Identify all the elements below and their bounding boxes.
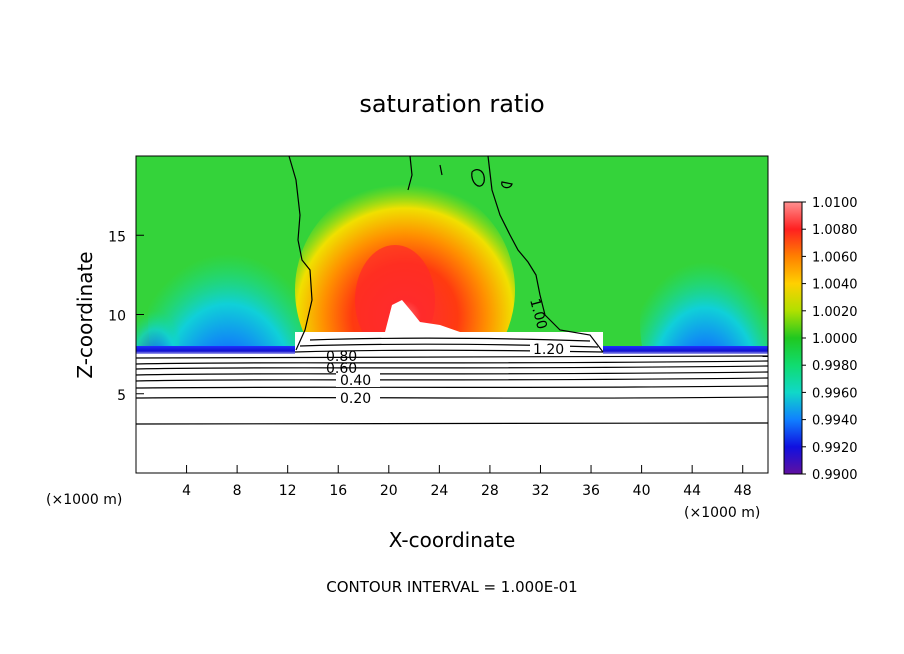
contour-line (136, 365, 768, 370)
colorbar-label: 1.0100 (812, 196, 858, 211)
contour-label: 1.20 (533, 342, 564, 358)
x-tick-label: 40 (633, 483, 651, 499)
x-tick-label: 4 (182, 483, 191, 499)
colorbar (783, 201, 803, 475)
x-unit-label-right: (×1000 m) (684, 505, 760, 521)
contour-line (136, 396, 768, 399)
contour-line-1p00 (501, 181, 513, 189)
x-tick-label: 28 (481, 483, 499, 499)
x-tick-label: 8 (233, 483, 242, 499)
y-tick-label: 5 (117, 388, 126, 404)
x-axis: 4 8 12 16 20 24 28 32 36 40 44 48 (182, 465, 752, 499)
x-tick-label: 44 (683, 483, 701, 499)
chart-title: saturation ratio (359, 90, 544, 118)
x-tick-label: 32 (532, 483, 550, 499)
x-tick-label: 24 (430, 483, 448, 499)
contour-line (136, 355, 768, 359)
contour-line-1p00 (439, 164, 443, 176)
x-tick-label: 48 (734, 483, 752, 499)
plot-area (136, 156, 768, 473)
colorbar-label: 0.9940 (812, 414, 858, 429)
contour-labels: 0.20 0.40 0.60 0.80 1.20 1.00 (326, 297, 570, 407)
contour-interval-note: CONTOUR INTERVAL = 1.000E-01 (326, 578, 577, 596)
contour-line-1p00 (487, 156, 604, 353)
contour-line (136, 385, 768, 389)
colorbar-label: 0.9920 (812, 441, 858, 456)
colorbar-label: 0.9980 (812, 359, 858, 374)
x-axis-label: X-coordinate (389, 528, 516, 552)
x-tick-label: 12 (279, 483, 297, 499)
colorbar-label: 1.0060 (812, 250, 858, 265)
contour-line (309, 337, 591, 342)
x-tick-label: 16 (329, 483, 347, 499)
x-unit-label: (×1000 m) (46, 492, 122, 508)
contour-line-1p00 (288, 156, 313, 351)
colorbar-label: 1.0040 (812, 278, 858, 293)
y-tick-label: 10 (108, 309, 126, 325)
colorbar-label: 1.0080 (812, 223, 858, 238)
colorbar-label: 1.0020 (812, 305, 858, 320)
y-axis-label: Z-coordinate (73, 251, 97, 378)
contour-line-1p00 (471, 169, 485, 187)
contour-label: 0.60 (326, 361, 357, 377)
contour-label: 0.80 (326, 349, 357, 365)
contour-line-1p00 (407, 156, 413, 191)
contour-line (136, 422, 768, 425)
contour-label: 0.40 (340, 373, 371, 389)
colorbar-label: 0.9900 (812, 468, 858, 483)
contour-label: 0.20 (340, 391, 371, 407)
colorbar-labels: 1.0100 1.0080 1.0060 1.0040 1.0020 1.0000 0.99… (802, 196, 858, 483)
plume-white-core (385, 300, 460, 332)
colorbar-label: 0.9960 (812, 386, 858, 401)
contour-label: 1.00 (526, 297, 550, 331)
contour-line (136, 360, 768, 365)
colorbar-label: 1.0000 (812, 332, 858, 347)
lower-domain-white (136, 354, 768, 473)
x-tick-label: 20 (380, 483, 398, 499)
x-tick-label: 36 (582, 483, 600, 499)
y-axis: 5 10 15 (108, 229, 144, 404)
y-tick-label: 15 (108, 229, 126, 245)
